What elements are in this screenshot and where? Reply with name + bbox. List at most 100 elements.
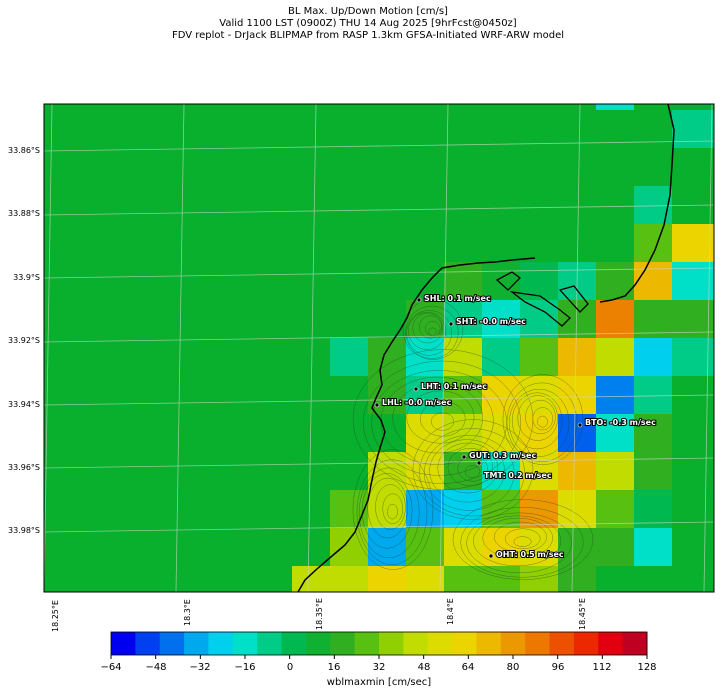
contour-line [408,311,447,350]
contour-line [367,477,408,539]
grid-cell [634,300,672,338]
grid-cell [672,110,714,148]
colorbar-swatch [500,632,526,655]
contour-line [506,382,578,462]
station-label: SHL: 0.1 m/sec [424,294,491,303]
station-label: GUT: 0.3 m/sec [469,451,536,460]
plot-frame [43,103,715,593]
grid-cell [634,376,672,414]
lon-gridline [439,104,449,592]
colorbar-swatch [525,632,551,655]
grid-cell [634,262,672,300]
grid-cell [444,262,482,300]
grid-cell [558,452,596,490]
lat-gridline [44,204,714,216]
latitude-ticks: 33.86°S 33.88°S 33.9°S 33.92°S 33.94°S 3… [8,146,40,535]
colorbar-tick: 112 [592,662,611,673]
terrain-contours [352,299,594,580]
lat-gridline [44,521,714,533]
contour-line [423,435,515,511]
colorbar-swatch [159,632,185,655]
grid-cell [520,376,558,414]
contour-line [447,448,494,487]
title-line-2: Valid 1100 LST (0900Z) THU 14 Aug 2025 [… [219,18,517,29]
grid-cell [330,338,368,376]
colorbar-swatch [622,632,648,655]
grid-cell [558,490,596,528]
contour-line [473,515,562,567]
colorbar-tick: −16 [234,662,255,673]
colorbar-swatch [305,632,331,655]
contour-line [429,439,505,503]
contour-line [525,399,556,435]
grid-cell [596,490,634,528]
graticule [44,104,714,592]
contour-line [406,310,452,356]
grid-cell [520,452,558,490]
grid-cell [596,338,634,376]
grid-cell [330,490,368,528]
lat-gridline [44,140,714,152]
grid-cell [634,338,672,376]
station-marker [577,422,583,428]
contour-line [460,507,584,578]
colorbar-tick: −32 [189,662,210,673]
colorbar-tick: −48 [145,662,166,673]
colorbar-tick: 0 [287,662,293,673]
grid-cell [596,262,634,300]
contour-line [466,512,572,574]
grid-cell [444,490,482,528]
colorbar-swatch [427,632,453,655]
station-label: TMT: 0.2 m/sec [484,471,552,480]
station-marker [413,386,419,392]
contour-line [464,465,481,479]
colorbar-tick: 32 [373,662,386,673]
grid-cell [634,414,672,452]
lon-tick: 18.35°E [315,598,324,630]
longitude-ticks: 18.25°E 18.3°E 18.35°E 18.4°E 18.45°E [51,598,587,632]
lat-tick: 33.96°S [8,463,40,472]
lon-tick: 18.3°E [183,599,192,626]
grid-cell [520,490,558,528]
lat-gridline [44,331,714,343]
grid-cell [596,376,634,414]
grid-cell [482,338,520,376]
contour-line [428,327,437,336]
grid-cell [558,528,596,566]
grid-cell [596,452,634,490]
station-marker [461,454,467,460]
colorbar-swatch [403,632,429,655]
station-label: LHT: 0.1 m/sec [421,382,487,391]
grid-cell [368,376,406,414]
lon-gridline [571,104,581,592]
contour-line [457,456,488,482]
lat-tick: 33.98°S [8,526,40,535]
colorbar-swatch [573,632,599,655]
colorbar-swatch [281,632,307,655]
colorbar-swatch [452,632,477,655]
grid-cell [634,528,672,566]
colorbar [110,631,648,659]
grid-cell [596,414,634,452]
lon-tick: 18.4°E [446,598,455,625]
colorbar-tick: 64 [462,662,475,673]
grid-cell [558,566,596,592]
grid-cell [406,566,444,592]
grid-cell [444,338,482,376]
grid-cell [444,566,482,592]
grid-cell [482,566,520,592]
coastline [297,257,536,592]
station-marker [448,321,454,327]
grid-cell [444,376,482,414]
grid-cell [368,528,406,566]
grid-cell [482,376,520,414]
grid-cell [596,528,634,566]
lat-tick: 33.94°S [8,400,40,409]
grid-cell [596,300,634,338]
grid-cell [482,452,520,490]
grid-cell [672,338,714,376]
station-label: SHT: -0.0 m/sec [456,317,526,326]
contour-line [402,299,464,360]
lon-gridline [44,104,53,592]
grid-cell [368,338,406,376]
